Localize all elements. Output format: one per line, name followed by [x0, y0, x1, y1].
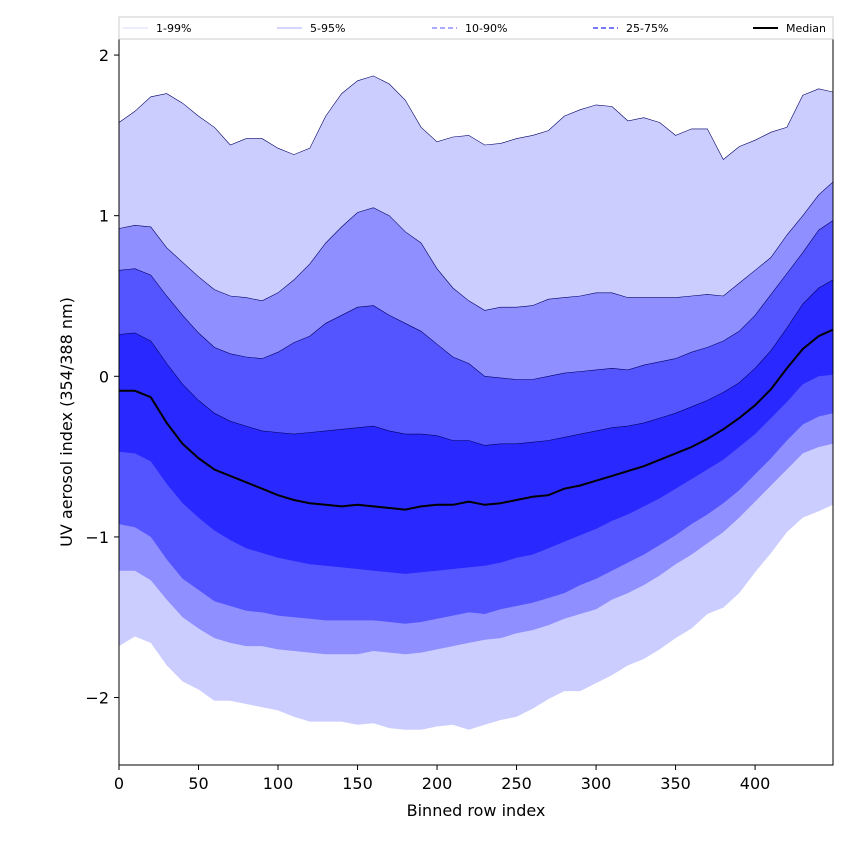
y-axis-label: UV aerosol index (354/388 nm)	[57, 297, 76, 547]
y-tick-label: 1	[99, 207, 109, 226]
band-upper-edge-25-75%	[119, 279, 833, 446]
legend-label: 1-99%	[156, 22, 191, 35]
x-tick-label: 50	[188, 774, 208, 793]
x-axis-ticks: 0 50 100 150 200 250 300 350 400	[114, 765, 770, 793]
x-tick-label: 400	[740, 774, 771, 793]
y-tick-label: 0	[99, 367, 109, 386]
y-tick-label: −1	[85, 528, 109, 547]
band-upper-edge-1-99%	[119, 75, 833, 160]
x-tick-label: 100	[263, 774, 294, 793]
x-tick-label: 350	[660, 774, 691, 793]
legend-label: 25-75%	[626, 22, 668, 35]
x-tick-label: 250	[501, 774, 532, 793]
x-tick-label: 300	[581, 774, 612, 793]
x-axis-label: Binned row index	[407, 801, 546, 820]
y-tick-label: −2	[85, 689, 109, 708]
band-upper-edge-10-90%	[119, 220, 833, 380]
band-upper-edge-5-95%	[119, 181, 833, 311]
median-lines	[119, 75, 833, 511]
legend-box	[118, 16, 834, 40]
x-tick-label: 150	[342, 774, 373, 793]
legend-label: 5-95%	[310, 22, 345, 35]
confidence-bands	[119, 75, 833, 730]
median-line	[119, 328, 833, 511]
legend-label: Median	[786, 22, 826, 35]
y-tick-label: 2	[99, 46, 109, 65]
y-axis-ticks: −2 −1 0 1 2	[85, 46, 119, 708]
x-tick-label: 200	[422, 774, 453, 793]
legend: 1-99% 5-95% 10-90% 25-75% Median	[118, 16, 834, 40]
x-tick-label: 0	[114, 774, 124, 793]
legend-label: 10-90%	[465, 22, 507, 35]
